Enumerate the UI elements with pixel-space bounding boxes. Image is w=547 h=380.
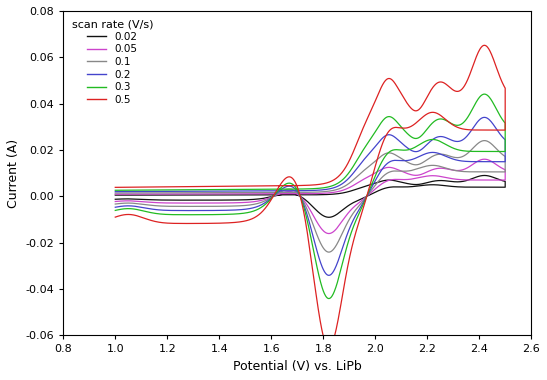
- Legend: 0.02, 0.05, 0.1, 0.2, 0.3, 0.5: 0.02, 0.05, 0.1, 0.2, 0.3, 0.5: [68, 16, 156, 108]
- X-axis label: Potential (V) vs. LiPb: Potential (V) vs. LiPb: [233, 360, 362, 373]
- Y-axis label: Current (A): Current (A): [7, 139, 20, 208]
